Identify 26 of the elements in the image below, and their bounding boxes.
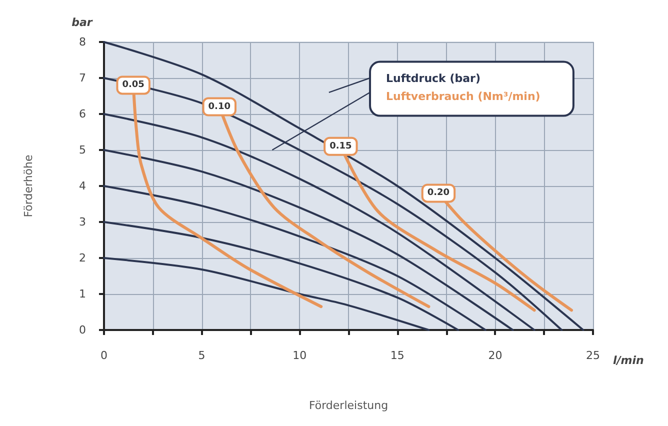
- x-tick-label: 10: [292, 349, 307, 362]
- x-tick-label: 0: [100, 349, 108, 362]
- y-tick-label: 1: [79, 288, 86, 300]
- x-tick-label: 5: [198, 349, 206, 362]
- y-tick-label: 3: [79, 216, 86, 228]
- annotation: Luftdruck (bar): [386, 72, 480, 85]
- y-tick-label: 4: [79, 180, 86, 192]
- y-tick-label: 8: [79, 36, 86, 48]
- y-tick-label: 7: [79, 72, 86, 84]
- x-axis-title: Förderleistung: [308, 399, 388, 412]
- text: bar: [72, 16, 93, 29]
- y-tick-label: 2: [79, 252, 86, 264]
- y-tick-label: 0: [79, 324, 86, 336]
- y-tick-label: 6: [79, 108, 86, 120]
- line-series: [103, 185, 486, 331]
- x-tick-label: 20: [488, 349, 502, 362]
- annotation: Luftverbrauch (Nm³/min): [386, 90, 540, 103]
- line-series: [103, 149, 514, 331]
- line-series: [103, 221, 460, 331]
- y-tick-label: 5: [79, 144, 86, 156]
- y-axis-title: Förderhöhe: [22, 154, 35, 218]
- text: l/min: [613, 354, 644, 367]
- line-series: [103, 257, 430, 331]
- x-tick-label: 15: [390, 349, 404, 362]
- line-series: [103, 113, 536, 331]
- x-tick-label: 25: [586, 349, 600, 362]
